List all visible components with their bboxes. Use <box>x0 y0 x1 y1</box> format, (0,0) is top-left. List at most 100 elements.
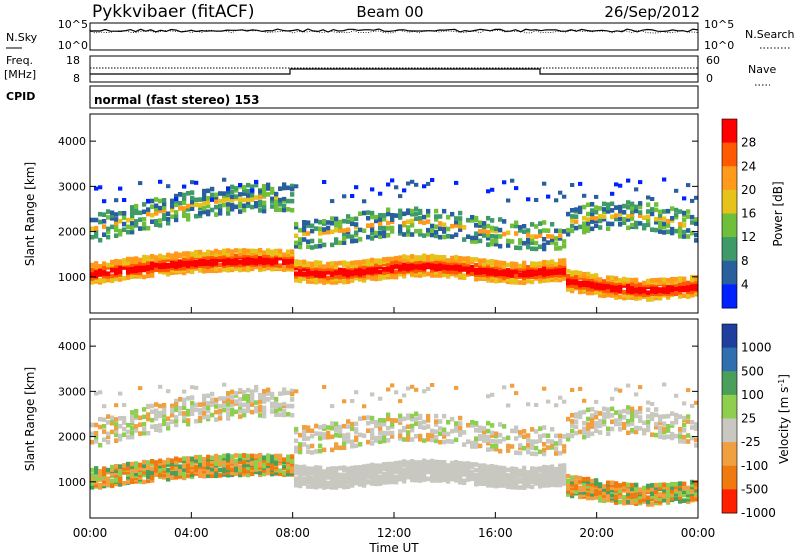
velocity-cell <box>502 476 507 482</box>
velocity-cell <box>486 464 491 470</box>
velocity-cell <box>638 406 643 411</box>
velocity-cell <box>226 397 231 403</box>
power-cell <box>502 275 507 280</box>
velocity-cell <box>382 430 387 436</box>
velocity-cell <box>202 410 207 416</box>
velocity-cell <box>90 483 95 489</box>
velocity-cell <box>602 421 607 427</box>
velocity-cell <box>586 491 591 497</box>
power-cell <box>578 289 583 295</box>
power-cell <box>210 261 215 267</box>
power-cell <box>146 225 151 231</box>
velocity-cell <box>118 474 123 480</box>
velocity-cell <box>142 470 147 475</box>
velocity-cell <box>290 456 295 462</box>
velocity-cell <box>350 439 355 445</box>
velocity-cell <box>654 424 659 430</box>
velocity-cell <box>406 424 411 429</box>
velocity-cell <box>402 416 407 422</box>
velocity-cell <box>458 470 463 476</box>
velocity-cell <box>414 411 419 417</box>
power-cell <box>454 216 459 221</box>
velocity-cell <box>502 385 507 390</box>
velocity-cell <box>386 467 391 472</box>
velocity-cell <box>434 464 439 470</box>
velocity-cell <box>306 436 311 441</box>
power-cell <box>334 277 339 282</box>
velocity-cell <box>98 390 103 395</box>
velocity-cell <box>570 433 575 439</box>
velocity-cell <box>234 458 239 464</box>
power-cell <box>190 255 195 261</box>
velocity-cell <box>338 445 343 451</box>
velocity-cell <box>454 460 459 465</box>
power-cell <box>658 280 663 285</box>
colorbar-tick-label: -25 <box>741 435 761 449</box>
power-cell <box>314 226 319 231</box>
velocity-cell <box>518 433 523 438</box>
velocity-cell <box>346 474 351 480</box>
velocity-cell <box>474 481 479 487</box>
velocity-cell <box>450 465 455 471</box>
velocity-cell <box>434 471 439 477</box>
power-cell <box>146 269 151 274</box>
velocity-cell <box>370 441 375 446</box>
cpid-label: CPID <box>6 90 35 103</box>
power-cell <box>522 268 527 274</box>
power-cell <box>114 233 119 238</box>
power-cell <box>342 228 347 233</box>
velocity-cell <box>682 401 687 406</box>
velocity-cell <box>542 451 547 457</box>
power-cell <box>146 198 151 203</box>
power-cell <box>418 228 423 234</box>
power-cell <box>502 219 507 224</box>
velocity-cell <box>630 417 635 422</box>
velocity-cell <box>190 472 195 477</box>
velocity-cell <box>586 407 591 413</box>
power-cell <box>466 264 471 270</box>
power-cell <box>682 217 687 223</box>
power-cell <box>690 289 695 295</box>
velocity-cell <box>682 434 687 440</box>
power-cell <box>158 218 163 223</box>
colorbar-tick-label: 4 <box>741 277 749 291</box>
velocity-cell <box>102 470 107 476</box>
power-cell <box>126 274 131 279</box>
power-cell <box>422 272 427 277</box>
power-cell <box>414 268 419 274</box>
velocity-cell <box>114 481 119 487</box>
power-cell <box>126 267 131 272</box>
power-cell <box>342 260 347 265</box>
power-cell <box>434 217 439 222</box>
velocity-cell <box>130 421 135 426</box>
power-cell <box>90 217 95 223</box>
velocity-cell <box>586 479 591 484</box>
time-x-axis: 00:00 04:00 08:00 12:00 16:00 20:00 00:00 <box>73 307 715 540</box>
power-cell <box>566 274 571 279</box>
power-cell <box>430 273 435 278</box>
velocity-cell <box>194 402 199 408</box>
power-cell <box>618 204 623 210</box>
power-cell <box>222 254 227 259</box>
colorbar-swatch <box>722 189 737 214</box>
power-cell <box>370 214 375 220</box>
velocity-cell <box>282 390 287 396</box>
velocity-cell <box>306 449 311 454</box>
power-cell <box>234 186 239 191</box>
velocity-cell <box>166 425 171 431</box>
velocity-cell <box>242 393 247 398</box>
velocity-cell <box>590 485 595 490</box>
velocity-cell <box>182 405 187 411</box>
power-cell <box>434 263 439 269</box>
power-cell <box>538 268 543 273</box>
velocity-cell <box>478 465 483 471</box>
velocity-cell <box>222 407 227 413</box>
power-cell <box>398 208 403 214</box>
power-cell <box>410 211 415 217</box>
power-cell <box>370 210 375 216</box>
velocity-cell <box>670 489 675 494</box>
velocity-cell <box>662 429 667 435</box>
velocity-cell <box>626 488 631 494</box>
velocity-cell <box>158 461 163 466</box>
power-cell <box>454 255 459 260</box>
